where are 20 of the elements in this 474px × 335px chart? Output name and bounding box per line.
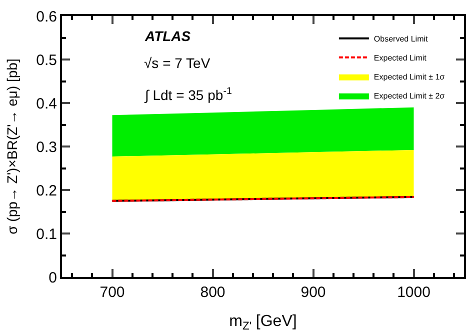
y-tick-label: 0.2 (36, 182, 57, 200)
y-tick-label: 0.4 (36, 95, 57, 112)
y-tick-label: 0.6 (36, 8, 57, 26)
y-tick-label: 0.3 (36, 138, 57, 156)
annotation: √s = 7 TeV (144, 55, 211, 71)
x-tick-label: 800 (200, 284, 226, 301)
annotation: ∫ Ldt = 35 pb$^{-1}$ (144, 86, 232, 103)
legend-label: Expected Limit ± 2σ (374, 91, 445, 100)
legend-label: Expected Limit ± 1σ (374, 72, 445, 82)
legend-label: Observed Limit (374, 34, 429, 44)
legend-label: Expected Limit (374, 53, 428, 62)
y-tick-label: 0.5 (36, 52, 57, 69)
x-tick-label: 900 (300, 284, 326, 301)
annotation: ATLAS (144, 28, 192, 44)
y-tick-label: 0 (48, 269, 57, 286)
x-tick-label: 1000 (397, 284, 430, 301)
y-axis-title: σ (pp→ Z')×BR(Z'→ eμ) [pb] (4, 58, 20, 234)
x-tick-label: 700 (100, 284, 125, 301)
y-tick-label: 0.1 (36, 226, 57, 243)
x-axis-title: m$_{Z'}$ [GeV] (229, 313, 297, 333)
